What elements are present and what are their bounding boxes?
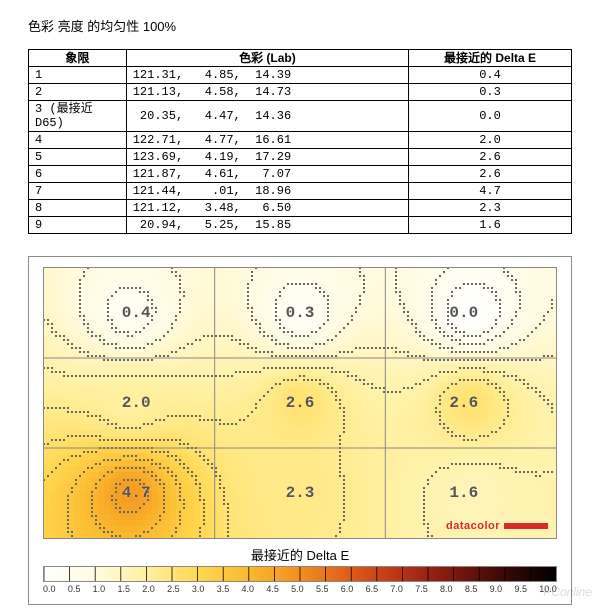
colorscale-tick: 9.5	[514, 584, 527, 594]
brand-text: datacolor	[446, 520, 500, 532]
brand-bar	[504, 523, 548, 529]
table-row: 5123.69, 4.19, 17.292.6	[29, 149, 572, 166]
col-lab: 色彩 (Lab)	[126, 50, 408, 67]
cell-lab: 20.94, 5.25, 15.85	[126, 217, 408, 234]
heatmap-region-label: 0.4	[122, 304, 151, 322]
heatmap-region-label: 2.6	[286, 394, 315, 412]
cell-quadrant: 1	[29, 67, 127, 84]
table-row: 2121.13, 4.58, 14.730.3	[29, 84, 572, 101]
cell-deltae: 1.6	[409, 217, 572, 234]
cell-deltae: 2.3	[409, 200, 572, 217]
colorscale-tick: 0.5	[68, 584, 81, 594]
cell-lab: 121.44, .01, 18.96	[126, 183, 408, 200]
colorscale-ticks: 0.0 0.5 1.0 1.5 2.0 2.5 3.0 3.5 4.0 4.5 5.0 5.5 6.0 6…	[43, 584, 557, 594]
heatmap-region-label: 1.6	[449, 484, 478, 502]
colorscale-tick: 4.5	[266, 584, 279, 594]
heatmap-panel: datacolor 0.4 0.3 0.0 2.0 2.6 2.6 4.7 2.3 1.6 最接…	[28, 256, 572, 605]
colorscale-tick: 5.0	[291, 584, 304, 594]
colorscale-tick: 8.0	[440, 584, 453, 594]
colorscale-tick: 9.0	[490, 584, 503, 594]
heatmap-region-label: 0.3	[286, 304, 315, 322]
cell-deltae: 2.6	[409, 166, 572, 183]
cell-quadrant: 7	[29, 183, 127, 200]
table-row: 1121.31, 4.85, 14.390.4	[29, 67, 572, 84]
colorscale-tick: 3.5	[217, 584, 230, 594]
cell-lab: 123.69, 4.19, 17.29	[126, 149, 408, 166]
colorscale-tick: 1.0	[93, 584, 106, 594]
table-row: 8121.12, 3.48, 6.502.3	[29, 200, 572, 217]
cell-quadrant: 4	[29, 132, 127, 149]
colorscale-tick: 5.5	[316, 584, 329, 594]
heatmap-region-label: 2.3	[286, 484, 315, 502]
colorscale-tick: 7.0	[390, 584, 403, 594]
cell-lab: 122.71, 4.77, 16.61	[126, 132, 408, 149]
colorscale-tick: 6.0	[341, 584, 354, 594]
colorscale-tick: 1.5	[117, 584, 130, 594]
colorscale-tick: 2.0	[142, 584, 155, 594]
colorscale-tick: 0.0	[43, 584, 56, 594]
table-row: 6121.87, 4.61, 7.072.6	[29, 166, 572, 183]
heatmap-region-label: 2.6	[449, 394, 478, 412]
cell-quadrant: 3 (最接近 D65)	[29, 101, 127, 132]
heatmap: datacolor 0.4 0.3 0.0 2.0 2.6 2.6 4.7 2.3 1.6	[43, 267, 557, 539]
table-row: 7121.44, .01, 18.964.7	[29, 183, 572, 200]
cell-deltae: 4.7	[409, 183, 572, 200]
cell-deltae: 2.0	[409, 132, 572, 149]
heatmap-region-label: 2.0	[122, 394, 151, 412]
cell-lab: 121.13, 4.58, 14.73	[126, 84, 408, 101]
cell-quadrant: 2	[29, 84, 127, 101]
cell-deltae: 2.6	[409, 149, 572, 166]
cell-deltae: 0.3	[409, 84, 572, 101]
col-deltae: 最接近的 Delta E	[409, 50, 572, 67]
page-title: 色彩 亮度 的均匀性 100%	[28, 16, 572, 35]
colorscale-tick: 7.5	[415, 584, 428, 594]
colorscale-tick: 2.5	[167, 584, 180, 594]
colorscale-tick: 8.5	[465, 584, 478, 594]
cell-deltae: 0.0	[409, 101, 572, 132]
colorscale-tick: 3.0	[192, 584, 205, 594]
colorscale-tick: 6.5	[366, 584, 379, 594]
cell-quadrant: 9	[29, 217, 127, 234]
table-row: 4122.71, 4.77, 16.612.0	[29, 132, 572, 149]
cell-quadrant: 6	[29, 166, 127, 183]
cell-deltae: 0.4	[409, 67, 572, 84]
cell-lab: 121.12, 3.48, 6.50	[126, 200, 408, 217]
colorscale-bar	[43, 566, 557, 582]
cell-lab: 121.87, 4.61, 7.07	[126, 166, 408, 183]
col-quadrant: 象限	[29, 50, 127, 67]
colorscale-tick: 4.0	[242, 584, 255, 594]
table-row: 3 (最接近 D65) 20.35, 4.47, 14.360.0	[29, 101, 572, 132]
colorscale-tick: 10.0	[539, 584, 557, 594]
heatmap-region-label: 0.0	[449, 304, 478, 322]
heatmap-region-label: 4.7	[122, 484, 151, 502]
cell-lab: 121.31, 4.85, 14.39	[126, 67, 408, 84]
table-row: 9 20.94, 5.25, 15.851.6	[29, 217, 572, 234]
cell-quadrant: 8	[29, 200, 127, 217]
cell-lab: 20.35, 4.47, 14.36	[126, 101, 408, 132]
colorscale-title: 最接近的 Delta E	[43, 545, 557, 564]
cell-quadrant: 5	[29, 149, 127, 166]
brand-badge: datacolor	[446, 520, 548, 532]
uniformity-table: 象限 色彩 (Lab) 最接近的 Delta E 1121.31, 4.85, …	[28, 49, 572, 234]
